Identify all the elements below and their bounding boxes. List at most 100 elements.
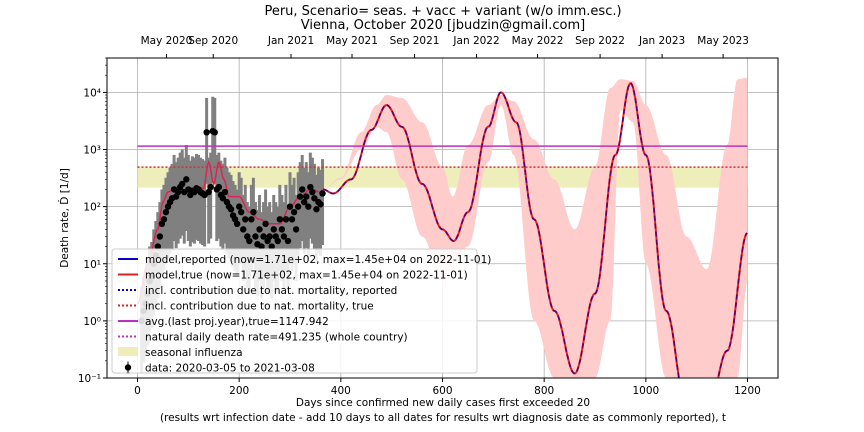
data-point: [248, 216, 255, 223]
legend-label: avg.(last proj.year),true=1147.942: [145, 316, 329, 328]
data-point: [303, 193, 310, 200]
model-reported-line: [322, 82, 748, 378]
chart-title-line2: Vienna, October 2020 [jbudzin@gmail.com]: [301, 18, 585, 33]
data-point: [219, 195, 227, 202]
data-point: [292, 226, 300, 233]
legend-label: data: 2020-03-05 to 2021-03-08: [145, 363, 315, 375]
data-point: [276, 216, 284, 223]
data-point: [242, 216, 249, 223]
legend-entry: incl. contribution due to nat. mortality…: [118, 301, 374, 313]
data-point: [154, 243, 162, 250]
data-point: [280, 233, 288, 240]
data-point: [284, 237, 292, 245]
legend-swatch: [124, 364, 132, 371]
legend-label: model,reported (now=1.71e+02, max=1.45e+…: [145, 254, 491, 266]
y-tick-label: 10³: [83, 145, 101, 157]
legend-label: natural daily death rate=491.235 (whole …: [145, 332, 408, 344]
data-point: [233, 220, 241, 228]
data-point: [215, 183, 223, 191]
data-point: [211, 129, 218, 136]
data-point: [162, 208, 170, 216]
x-tick-label: 0: [134, 385, 141, 397]
x-axis-label-line1: Days since confirmed new daily cases fir…: [296, 397, 590, 409]
data-point: [296, 193, 304, 200]
legend-label: model,true (now=1.71e+02, max=1.45e+04 o…: [145, 270, 468, 282]
x-tick-label: 400: [331, 385, 351, 397]
y-tick-label: 10⁰: [83, 316, 101, 328]
legend: model,reported (now=1.71e+02, max=1.45e+…: [111, 248, 491, 375]
top-tick-label: Jan 2023: [638, 35, 685, 47]
data-point: [203, 129, 210, 136]
data-point: [174, 188, 182, 196]
x-tick-label: 1200: [734, 385, 761, 397]
legend-entry: seasonal influenza: [118, 347, 243, 359]
data-point: [309, 188, 316, 196]
y-axis-label: Death rate, Ḋ [1/d]: [58, 168, 71, 268]
data-point: [238, 208, 245, 216]
data-point: [250, 208, 257, 216]
data-point: [205, 188, 212, 196]
data-point: [221, 188, 229, 196]
top-tick-label: May 2020: [141, 35, 193, 47]
top-tick-label: Jan 2021: [267, 35, 314, 47]
data-point: [246, 237, 253, 245]
top-tick-label: May 2023: [697, 35, 749, 47]
data-point: [288, 216, 296, 223]
data-point: [207, 183, 214, 191]
data-point: [258, 243, 265, 250]
x-axis: 0 200 400 600 800 1000 1200: [134, 378, 761, 397]
y-tick-label: 10⁴: [83, 87, 101, 99]
data-point: [307, 183, 314, 191]
data-point: [252, 233, 259, 240]
legend-entry: model,reported (now=1.71e+02, max=1.45e+…: [118, 254, 491, 266]
data-point: [156, 233, 164, 240]
data-point: [313, 206, 320, 213]
legend-label: seasonal influenza: [145, 347, 243, 359]
legend-entry: model,true (now=1.71e+02, max=1.45e+04 o…: [118, 270, 468, 282]
legend-label: incl. contribution due to nat. mortality…: [145, 285, 397, 297]
data-point: [294, 203, 302, 210]
top-tick-label: Sep 2020: [188, 35, 238, 47]
data-point: [274, 237, 281, 245]
data-point: [317, 201, 324, 208]
data-point: [270, 226, 277, 233]
chart-title-line1: Peru, Scenario= seas. + vacc + variant (…: [264, 4, 621, 19]
top-tick-label: May 2022: [512, 35, 564, 47]
data-point: [290, 208, 298, 216]
uncertainty-band: [323, 77, 748, 378]
y-tick-label: 10⁻¹: [78, 373, 101, 385]
x-tick-label: 600: [432, 385, 452, 397]
data-point: [240, 226, 247, 233]
data-point: [305, 203, 312, 210]
data-point: [301, 198, 308, 206]
data-point: [262, 220, 269, 228]
data-point: [278, 226, 286, 233]
data-point: [286, 203, 294, 210]
data-point: [235, 203, 243, 210]
data-point: [227, 206, 235, 213]
x-axis-label-line2: (results wrt infection date - add 10 day…: [160, 412, 726, 424]
data-point: [319, 190, 326, 197]
top-tick-label: Sep 2021: [390, 35, 440, 47]
top-tick-label: Jan 2022: [452, 35, 499, 47]
legend-entry: natural daily death rate=491.235 (whole …: [118, 332, 408, 344]
legend-entry: avg.(last proj.year),true=1147.942: [118, 316, 329, 328]
legend-entry: incl. contribution due to nat. mortality…: [118, 285, 397, 297]
legend-entry: data: 2020-03-05 to 2021-03-08: [124, 361, 315, 375]
x-tick-label: 1000: [632, 385, 659, 397]
data-point: [260, 233, 267, 240]
y-axis: 10⁻¹ 10⁰ 10¹ 10² 10³ 10⁴: [78, 57, 107, 385]
data-point: [266, 233, 273, 240]
data-point: [256, 226, 263, 233]
top-tick-label: May 2021: [326, 35, 378, 47]
data-point: [160, 216, 168, 223]
x-tick-label: 200: [229, 385, 249, 397]
legend-label: incl. contribution due to nat. mortality…: [145, 301, 374, 313]
y-tick-label: 10²: [83, 202, 101, 214]
top-tick-label: Sep 2022: [575, 35, 625, 47]
y-tick-label: 10¹: [83, 259, 101, 271]
data-point: [183, 176, 190, 183]
data-point: [311, 195, 318, 202]
